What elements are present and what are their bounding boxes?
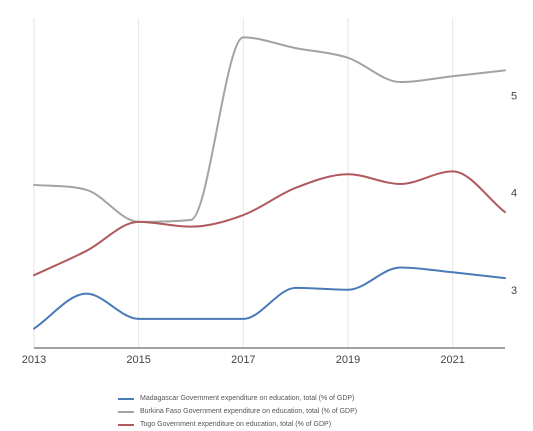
y-tick-labels: 3 4 5 — [511, 91, 517, 297]
legend-label-burkina-faso: Burkina Faso Government expenditure on e… — [140, 408, 358, 415]
legend-label-madagascar: Madagascar Government expenditure on edu… — [140, 395, 355, 402]
legend-item-togo: Togo Government expenditure on education… — [118, 418, 518, 431]
x-tick-labels: 2013 2015 2017 2019 2021 — [22, 354, 465, 366]
y-tick-label-5: 5 — [511, 91, 517, 103]
legend-swatch-togo — [118, 423, 134, 426]
x-tick-label-2017: 2017 — [231, 354, 255, 366]
y-tick-label-4: 4 — [511, 188, 517, 200]
series-layer — [33, 36, 506, 330]
legend: Madagascar Government expenditure on edu… — [118, 392, 518, 431]
x-tick-label-2019: 2019 — [336, 354, 360, 366]
legend-swatch-madagascar — [118, 397, 134, 400]
x-tick-label-2015: 2015 — [126, 354, 150, 366]
series-line-burkina-faso — [33, 36, 506, 223]
series-line-madagascar — [33, 266, 506, 330]
legend-item-madagascar: Madagascar Government expenditure on edu… — [118, 392, 518, 405]
grid-lines — [33, 18, 454, 348]
x-tick-label-2021: 2021 — [440, 354, 464, 366]
legend-item-burkina-faso: Burkina Faso Government expenditure on e… — [118, 405, 518, 418]
legend-swatch-burkina-faso — [118, 410, 134, 413]
x-tick-label-2013: 2013 — [22, 354, 46, 366]
legend-label-togo: Togo Government expenditure on education… — [140, 421, 332, 428]
y-tick-label-3: 3 — [511, 285, 517, 297]
series-line-togo — [33, 170, 506, 277]
